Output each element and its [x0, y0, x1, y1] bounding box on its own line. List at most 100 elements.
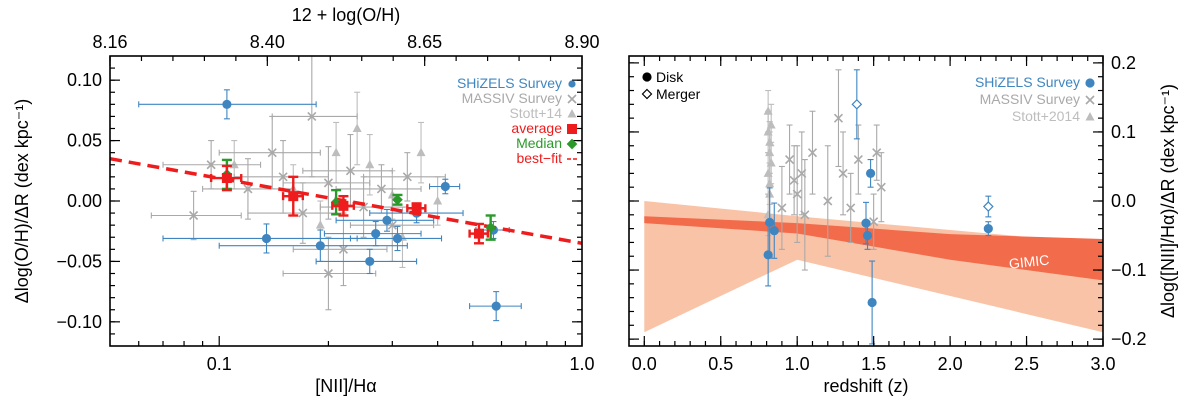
left-top-axis-title: 12 + log(O/H)	[292, 5, 401, 25]
right-legend-disk-label: Disk	[656, 69, 684, 85]
right-y-tick-label: 0.2	[1111, 53, 1136, 73]
right-massiv-survey-point	[846, 203, 856, 213]
right-legend-disk-marker	[642, 72, 652, 82]
left-shizels-survey-point	[382, 215, 392, 225]
right-gimic-inner-band	[644, 216, 1103, 281]
left-stott-14-point	[352, 123, 362, 132]
left-massiv-survey-point	[278, 172, 288, 182]
right-stott-2014-point	[763, 209, 773, 219]
left-legend-label: best−fit	[516, 150, 562, 166]
right-legend-merger-marker	[641, 88, 653, 100]
right-shizels-survey-merger-point	[851, 98, 863, 110]
right-massiv-survey-point	[789, 175, 799, 185]
left-legend-marker	[567, 94, 577, 104]
left-legend-marker	[567, 124, 577, 134]
left-y-tick-label: 0.05	[67, 131, 102, 151]
left-y-tick-label: −0.10	[56, 312, 102, 332]
right-shizels-survey-point	[867, 297, 877, 308]
left-y-axis-title: Δlog(O/H)/ΔR (dex kpc⁻¹)	[12, 99, 32, 304]
left-massiv-survey-point	[345, 166, 356, 176]
left-legend-marker	[567, 109, 577, 118]
right-legend-marker	[1085, 78, 1095, 88]
left-shizels-survey-point	[440, 181, 450, 192]
right-y-axis-title: Δlog([NII]/Hα)/ΔR (dex kpc⁻¹)	[1158, 84, 1178, 318]
right-shizels-survey-merger-point	[982, 201, 994, 212]
right-stott-2014-point	[765, 178, 775, 188]
left-shizels-survey-point	[392, 233, 403, 244]
right-shizels-survey-point	[865, 168, 876, 178]
left-legend-label: average	[511, 120, 562, 136]
right-x-tick-label: 3.0	[1090, 354, 1115, 374]
left-average-point	[221, 173, 232, 184]
right-x-tick-label: 2.0	[938, 354, 963, 374]
right-massiv-survey-point	[777, 203, 787, 213]
left-x-tick-label: 0.1	[207, 354, 232, 374]
right-gimic-label: GIMIC	[1008, 252, 1050, 272]
right-massiv-survey-point	[807, 148, 818, 158]
left-massiv-survey-point	[323, 178, 333, 188]
right-massiv-survey-point	[872, 148, 882, 158]
left-stott-14-point	[331, 147, 341, 157]
right-y-tick-label: 0.0	[1111, 191, 1136, 211]
left-y-tick-label: −0.05	[56, 251, 102, 271]
right-legend-merger-label: Merger	[656, 86, 701, 102]
left-massiv-survey-point	[323, 268, 333, 279]
left-stott-14-point	[416, 147, 426, 157]
left-massiv-survey-point	[189, 210, 199, 221]
right-massiv-survey-point	[823, 196, 833, 206]
right-legend-label: SHiZELS Survey	[975, 74, 1080, 90]
left-legend-label: MASSIV Survey	[462, 90, 562, 106]
left-average-point	[338, 200, 349, 211]
left-massiv-survey-point	[338, 244, 349, 254]
left-x-axis-title: [NII]/Hα	[315, 376, 376, 396]
left-shizels-survey-point	[315, 241, 325, 251]
left-massiv-survey-point	[267, 148, 277, 158]
left-average-point	[411, 203, 422, 214]
right-legend-label: Stott+2014	[1012, 108, 1080, 124]
right-stott-2014-point	[766, 120, 776, 129]
right-shizels-survey-point	[861, 218, 871, 228]
left-legend-label: SHiZELS Survey	[457, 75, 562, 91]
left-y-tick-label: 0.10	[67, 70, 102, 90]
right-massiv-survey-point	[833, 113, 844, 123]
right-stott-2014-point	[763, 126, 773, 136]
right-massiv-survey-point	[876, 182, 886, 192]
left-massiv-survey-point	[376, 184, 387, 194]
left-legend-label: Median	[516, 135, 562, 151]
left-stott-14-point	[365, 159, 375, 169]
left-massiv-survey-point	[307, 111, 317, 121]
left-shizels-survey-point	[365, 256, 375, 267]
right-stott-2014-point	[766, 158, 776, 167]
right-y-tick-label: 0.1	[1111, 122, 1136, 142]
right-shizels-survey-point	[765, 217, 775, 228]
right-legend-marker	[1085, 95, 1095, 105]
left-massiv-survey-point	[298, 208, 308, 218]
left-stott-14-point	[433, 196, 443, 205]
right-massiv-survey-point	[800, 210, 810, 220]
right-stott-2014-point	[765, 137, 775, 146]
right-panel: GIMIC −0.2 −0.1 0.0 0.1 0.2 0.0 0.5 1.0 1.5 2.0 2.…	[628, 53, 1178, 396]
left-massiv-survey-point	[206, 160, 216, 170]
left-shizels-survey-point	[491, 301, 501, 311]
left-stott-14-point	[315, 220, 325, 229]
right-stott-2014-point	[763, 106, 773, 115]
left-massiv-survey-point	[402, 172, 412, 182]
right-shizels-survey-point	[769, 226, 779, 236]
right-x-tick-label: 0.5	[708, 354, 733, 374]
right-x-tick-label: 1.0	[785, 354, 810, 374]
left-legend-marker	[568, 80, 576, 88]
right-shizels-survey-point	[763, 250, 773, 260]
right-shizels-survey-point	[862, 230, 873, 241]
left-legend-label: Stott+14	[509, 105, 562, 121]
left-panel: −0.10 −0.05 0.00 0.05 0.10 0.1 1.0 8.16 8.40 8.65…	[12, 5, 600, 396]
right-massiv-survey-point	[853, 155, 863, 165]
right-y-tick-label: −0.1	[1111, 260, 1147, 280]
right-x-axis-title: redshift (z)	[823, 376, 908, 396]
right-x-tick-label: 1.5	[861, 354, 886, 374]
right-shizels-survey-point	[983, 224, 993, 234]
right-x-tick-label: 0.0	[632, 354, 657, 374]
left-legend-marker	[566, 138, 578, 150]
left-median-point	[392, 194, 403, 206]
left-x-tick-label: 1.0	[569, 354, 594, 374]
